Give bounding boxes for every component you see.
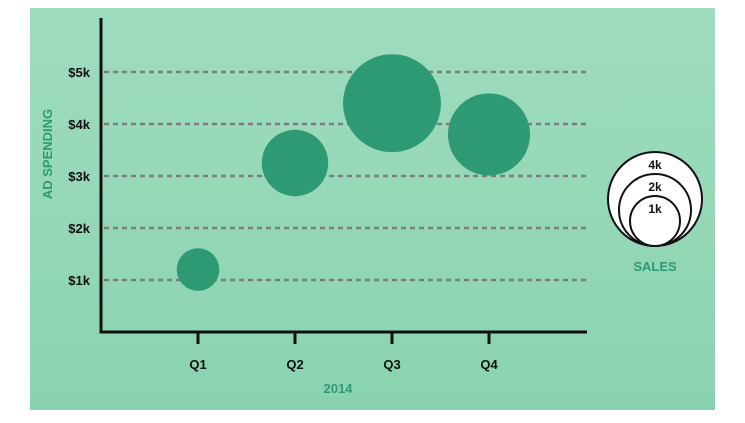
y-tick-label: $1k	[68, 273, 90, 288]
x-tick-label: Q4	[480, 357, 498, 372]
bubble-q2	[261, 129, 329, 197]
bubble-q1	[176, 248, 220, 291]
bubble-q3	[343, 54, 441, 153]
axes	[99, 18, 587, 344]
x-tick-label: Q2	[286, 357, 303, 372]
y-tick-label: $3k	[68, 169, 90, 184]
x-tick-label: Q3	[383, 357, 400, 372]
legend-label-1k: 1k	[648, 202, 662, 216]
y-axis-title: AD SPENDING	[40, 109, 55, 199]
legend-label-4k: 4k	[648, 158, 662, 172]
size-legend-title: SALES	[633, 259, 677, 274]
size-legend: 4k 2k 1k	[607, 151, 703, 247]
x-tick-label: Q1	[189, 357, 206, 372]
bubble-q4	[447, 93, 531, 176]
bubbles	[176, 54, 531, 291]
y-tick-label: $5k	[68, 65, 90, 80]
y-tick-labels: $1k $2k $3k $4k $5k	[68, 65, 90, 288]
y-tick-label: $4k	[68, 117, 90, 132]
legend-circle-1k	[629, 195, 681, 247]
x-axis-title: 2014	[324, 381, 354, 396]
y-tick-label: $2k	[68, 221, 90, 236]
legend-label-2k: 2k	[648, 180, 662, 194]
x-tick-labels: Q1 Q2 Q3 Q4	[189, 357, 498, 372]
